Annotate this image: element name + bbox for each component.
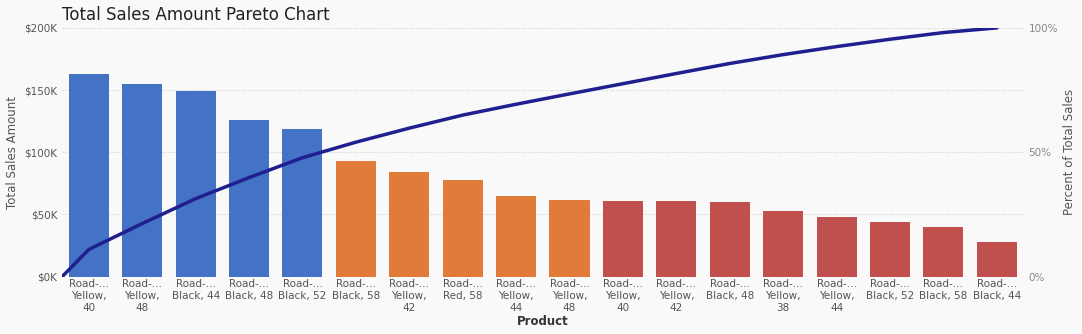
Bar [443, 180, 483, 277]
Y-axis label: Percent of Total Sales: Percent of Total Sales [1064, 89, 1077, 215]
Bar [977, 242, 1017, 277]
Bar [390, 172, 430, 277]
Bar [870, 222, 910, 277]
Bar [229, 120, 269, 277]
Bar [122, 84, 162, 277]
Bar [69, 74, 109, 277]
Bar [550, 199, 590, 277]
Bar [335, 161, 375, 277]
Y-axis label: Total Sales Amount: Total Sales Amount [5, 96, 18, 209]
Bar [763, 211, 803, 277]
Bar [282, 129, 322, 277]
Text: Total Sales Amount Pareto Chart: Total Sales Amount Pareto Chart [62, 6, 330, 24]
Bar [603, 201, 643, 277]
Bar [817, 217, 857, 277]
X-axis label: Product: Product [517, 315, 569, 328]
Bar [710, 202, 750, 277]
Bar [175, 91, 215, 277]
Bar [923, 227, 963, 277]
Bar [657, 201, 697, 277]
Bar [496, 196, 537, 277]
